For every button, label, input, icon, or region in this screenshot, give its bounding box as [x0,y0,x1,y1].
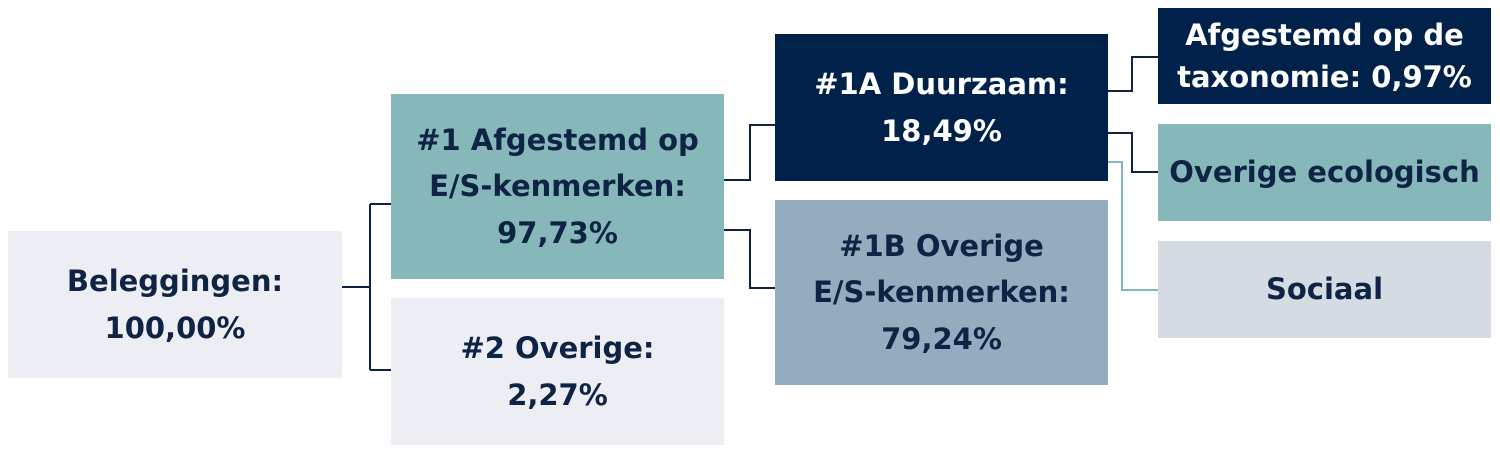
node-label: E/S-kenmerken: [429,169,686,204]
node-label: #1A Duurzaam: [814,67,1069,102]
node-value: 79,24% [881,321,1002,356]
node-label: Overige ecologisch [1169,155,1480,190]
connector-taxonomie [1108,56,1158,92]
node-value: 97,73% [497,215,618,250]
node-label: Afgestemd op de [1185,17,1464,52]
node-value: taxonomie: 0,97% [1177,60,1472,94]
node-sociaal: Sociaal [1158,241,1491,338]
node-label: #2 Overige: [460,331,655,366]
node-2-overige: #2 Overige: 2,27% [391,298,724,445]
node-1-afgestemd: #1 Afgestemd op E/S-kenmerken: 97,73% [391,94,724,279]
node-label: #1B Overige [839,228,1044,263]
node-value: 2,27% [507,377,608,412]
connector-sociaal [1108,161,1158,291]
node-label: #1 Afgestemd op [416,122,699,157]
node-1b-overige: #1B Overige E/S-kenmerken: 79,24% [775,200,1108,385]
node-label: Beleggingen: [66,264,284,299]
node-value: 18,49% [881,113,1002,148]
node-value: 100,00% [104,310,246,345]
connector-beleggingen [342,203,391,371]
node-label: Sociaal [1265,272,1384,307]
node-1a-duurzaam: #1A Duurzaam: 18,49% [775,34,1108,181]
connector-ecologisch [1108,132,1158,173]
node-overige-ecologisch: Overige ecologisch [1158,124,1491,221]
node-taxonomie: Afgestemd op de taxonomie: 0,97% [1158,8,1491,104]
connector-1b [724,229,775,289]
connector-1a [724,124,775,181]
node-beleggingen: Beleggingen: 100,00% [8,231,342,378]
node-label: E/S-kenmerken: [813,275,1070,310]
